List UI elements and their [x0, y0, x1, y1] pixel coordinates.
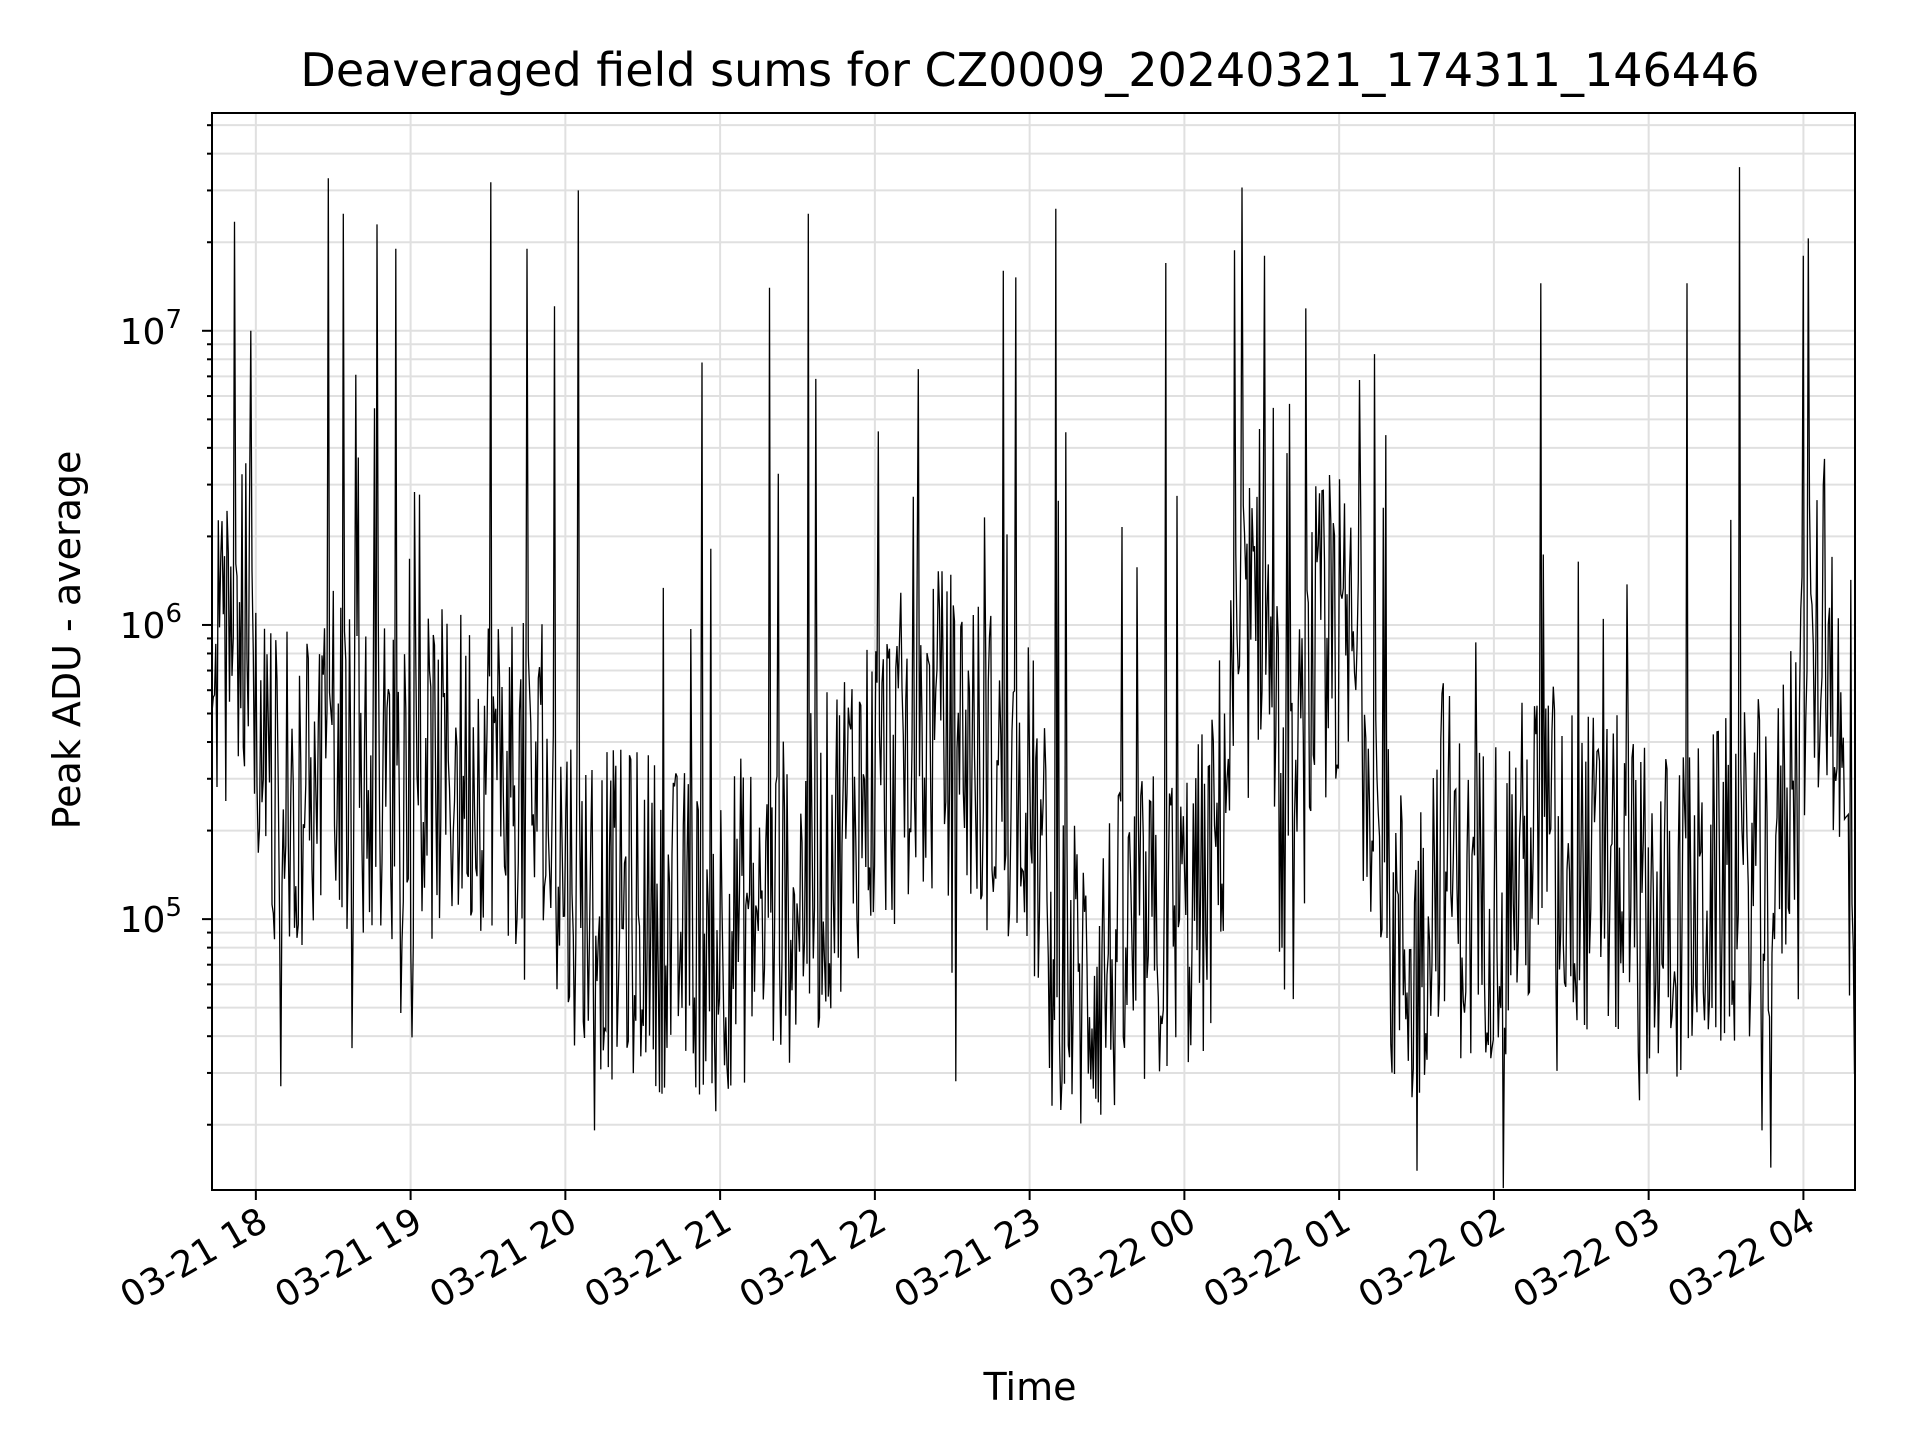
chart-title: Deaveraged field sums for CZ0009_2024032… [300, 43, 1759, 97]
y-tick-label: 105 [120, 893, 182, 941]
series-line [211, 167, 1856, 1189]
plot-frame [211, 112, 1856, 1191]
y-axis-label: Peak ADU - average [45, 451, 89, 830]
y-tick-label: 107 [120, 305, 182, 353]
y-tick-label: 106 [120, 599, 182, 647]
data-series-layer [211, 167, 1856, 1189]
x-axis-label: Time [983, 1365, 1077, 1409]
